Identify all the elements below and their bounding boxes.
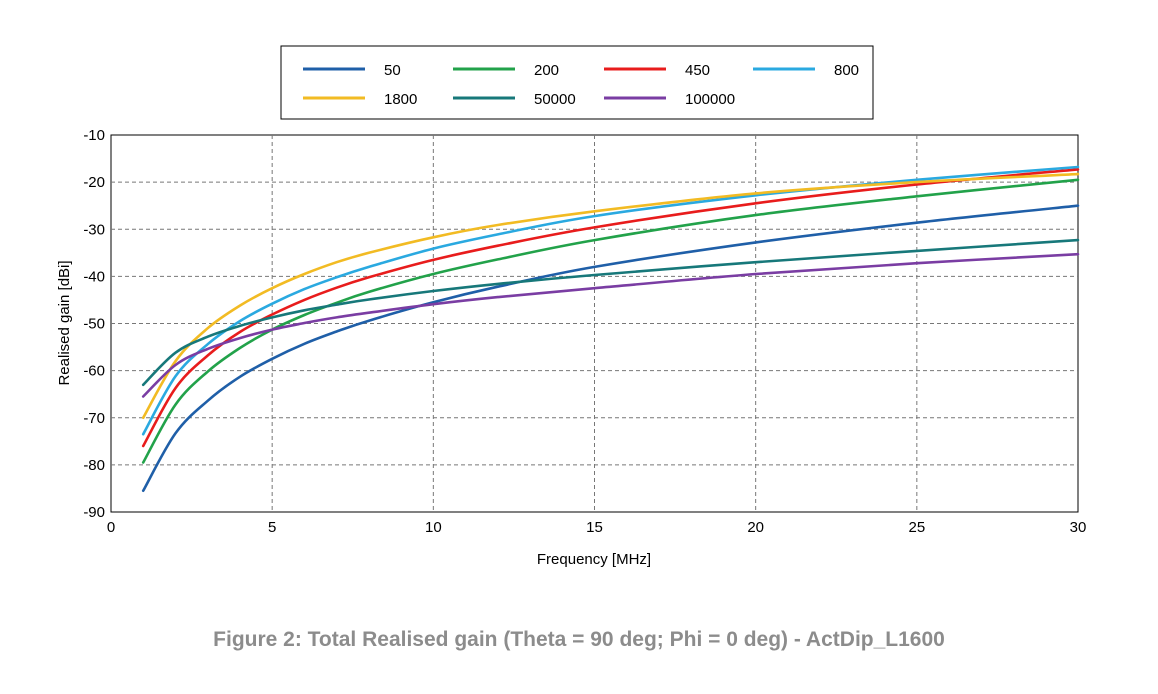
x-tick-label: 20: [747, 519, 764, 536]
y-tick-label: -30: [83, 221, 105, 238]
y-tick-label: -70: [83, 410, 105, 427]
y-axis-ticks: -10 -20 -30 -40 -50 -60 -70 -80 -90: [83, 127, 105, 521]
y-tick-label: -20: [83, 174, 105, 191]
x-tick-label: 15: [586, 519, 603, 536]
legend-label-450: 450: [685, 62, 710, 79]
x-tick-label: 25: [908, 519, 925, 536]
series-line-100000: [141, 252, 1080, 398]
series-line-50: [141, 204, 1080, 493]
y-tick-label: -60: [83, 363, 105, 380]
legend: 50 200 450 800 1800 50000 100000: [303, 62, 859, 108]
y-axis-title: Realised gain [dBi]: [56, 260, 73, 385]
legend-label-1800: 1800: [384, 91, 417, 108]
y-tick-label: -80: [83, 457, 105, 474]
x-tick-label: 0: [107, 519, 115, 536]
series-lines: [141, 165, 1080, 493]
y-tick-label: -90: [83, 504, 105, 521]
x-tick-label: 30: [1070, 519, 1087, 536]
x-axis-ticks: 0 5 10 15 20 25 30: [107, 519, 1087, 536]
y-tick-label: -50: [83, 316, 105, 333]
y-tick-label: -10: [83, 127, 105, 144]
legend-label-50: 50: [384, 62, 401, 79]
grid: [111, 135, 1078, 512]
series-line-50000: [141, 238, 1080, 387]
x-tick-label: 10: [425, 519, 442, 536]
figure-caption: Figure 2: Total Realised gain (Theta = 9…: [213, 628, 945, 651]
series-line-200: [141, 178, 1080, 464]
legend-box: [280, 45, 874, 120]
legend-label-100000: 100000: [685, 91, 735, 108]
legend-label-200: 200: [534, 62, 559, 79]
legend-label-50000: 50000: [534, 91, 576, 108]
x-tick-label: 5: [268, 519, 276, 536]
legend-label-800: 800: [834, 62, 859, 79]
series-line-1800: [141, 172, 1080, 420]
x-axis-title: Frequency [MHz]: [537, 551, 651, 568]
y-tick-label: -40: [83, 268, 105, 285]
